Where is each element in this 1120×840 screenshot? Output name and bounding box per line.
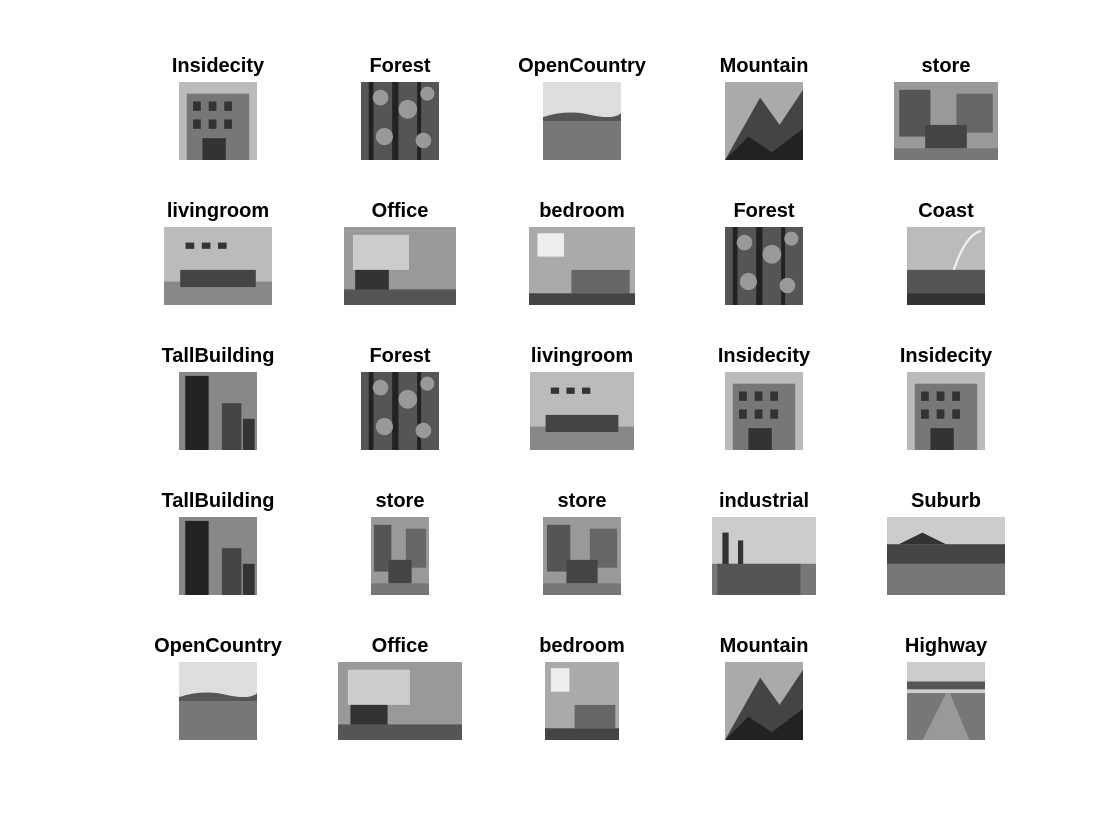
- image-cell: Forest: [673, 199, 855, 317]
- scene-thumbnail: [344, 227, 456, 305]
- scene-thumbnail: [725, 662, 803, 740]
- image-title: TallBuilding: [161, 490, 275, 512]
- image-title: TallBuilding: [161, 345, 275, 367]
- image-cell: Mountain: [673, 54, 855, 172]
- scene-thumbnail: [894, 82, 998, 160]
- scene-thumbnail: [361, 372, 439, 450]
- image-cell: Forest: [309, 54, 491, 172]
- scene-thumbnail: [530, 372, 634, 450]
- scene-thumbnail: [907, 662, 985, 740]
- image-title: Mountain: [719, 55, 809, 77]
- image-cell: Coast: [855, 199, 1037, 317]
- image-cell: industrial: [673, 489, 855, 607]
- scene-thumbnail: [164, 227, 272, 305]
- image-cell: Insidecity: [127, 54, 309, 172]
- scene-thumbnail: [725, 372, 803, 450]
- image-title: store: [557, 490, 607, 512]
- scene-thumbnail: [725, 82, 803, 160]
- image-cell: TallBuilding: [127, 344, 309, 462]
- image-title: Office: [371, 635, 429, 657]
- scene-thumbnail: [907, 227, 985, 305]
- image-title: Insidecity: [899, 345, 993, 367]
- image-title: Coast: [918, 200, 974, 222]
- scene-thumbnail: [338, 662, 462, 740]
- image-title: Forest: [369, 55, 431, 77]
- image-title: bedroom: [539, 200, 625, 222]
- image-title: Insidecity: [717, 345, 811, 367]
- scene-thumbnail: [179, 517, 257, 595]
- image-title: OpenCountry: [518, 55, 646, 77]
- scene-thumbnail: [529, 227, 635, 305]
- image-title: bedroom: [539, 635, 625, 657]
- image-title: livingroom: [166, 200, 270, 222]
- image-cell: OpenCountry: [491, 54, 673, 172]
- scene-thumbnail: [543, 82, 621, 160]
- image-cell: OpenCountry: [127, 634, 309, 752]
- image-cell: Insidecity: [673, 344, 855, 462]
- scene-thumbnail: [887, 517, 1005, 595]
- image-title: livingroom: [530, 345, 634, 367]
- image-title: store: [375, 490, 425, 512]
- image-cell: Insidecity: [855, 344, 1037, 462]
- scene-thumbnail: [371, 517, 429, 595]
- image-title: Insidecity: [171, 55, 265, 77]
- scene-thumbnail: [361, 82, 439, 160]
- image-cell: livingroom: [491, 344, 673, 462]
- scene-thumbnail: [907, 372, 985, 450]
- image-cell: Office: [309, 634, 491, 752]
- image-cell: store: [309, 489, 491, 607]
- image-title: OpenCountry: [154, 635, 282, 657]
- image-cell: livingroom: [127, 199, 309, 317]
- image-cell: bedroom: [491, 634, 673, 752]
- scene-thumbnail: [545, 662, 619, 740]
- image-title: industrial: [718, 490, 809, 512]
- image-cell: Forest: [309, 344, 491, 462]
- image-title: Forest: [733, 200, 795, 222]
- image-title: Suburb: [911, 490, 981, 512]
- image-title: Office: [371, 200, 429, 222]
- image-cell: Office: [309, 199, 491, 317]
- scene-thumbnail: [543, 517, 621, 595]
- scene-thumbnail: [179, 372, 257, 450]
- image-cell: TallBuilding: [127, 489, 309, 607]
- scene-thumbnail: [712, 517, 816, 595]
- image-cell: bedroom: [491, 199, 673, 317]
- image-cell: Highway: [855, 634, 1037, 752]
- image-title: store: [921, 55, 971, 77]
- image-cell: Mountain: [673, 634, 855, 752]
- image-cell: store: [855, 54, 1037, 172]
- scene-thumbnail: [725, 227, 803, 305]
- scene-thumbnail: [179, 82, 257, 160]
- image-title: Highway: [904, 635, 988, 657]
- image-cell: store: [491, 489, 673, 607]
- image-title: Mountain: [719, 635, 809, 657]
- image-cell: Suburb: [855, 489, 1037, 607]
- scene-thumbnail: [179, 662, 257, 740]
- image-title: Forest: [369, 345, 431, 367]
